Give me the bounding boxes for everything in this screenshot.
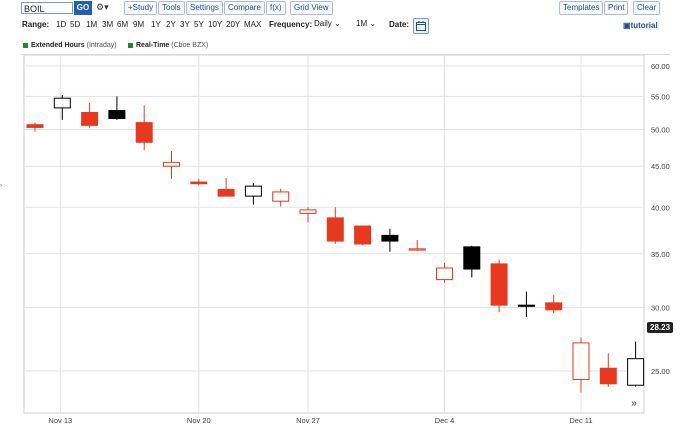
candle-body: [108, 110, 126, 120]
candle-body: [53, 97, 71, 109]
candle-body: [517, 304, 535, 307]
y-tick-label: 50.00: [651, 126, 670, 135]
expand-icon[interactable]: »: [631, 398, 637, 409]
candle-body: [599, 367, 617, 385]
clear-button[interactable]: Clear: [633, 1, 661, 15]
last-price-tag: 28.23: [647, 322, 674, 333]
candle-body: [217, 188, 235, 197]
range-9m[interactable]: 9M: [133, 20, 145, 29]
x-tick-label: Dec 4: [435, 416, 455, 425]
y-tick-label: 40.00: [651, 203, 670, 212]
y-tick-label: 30.00: [651, 303, 670, 312]
templates-button[interactable]: Templates: [559, 1, 604, 15]
candle-body: [572, 342, 590, 380]
candle-body: [135, 122, 153, 143]
interval-value: 1M: [356, 19, 368, 28]
candle-body: [436, 267, 453, 281]
print-button[interactable]: Print: [604, 1, 629, 15]
y-tick-label: 55.00: [651, 92, 670, 101]
legend-realtime-sub: (Cboe BZX): [171, 42, 209, 49]
range-6m[interactable]: 6M: [117, 20, 129, 29]
x-tick-label: Dec 11: [569, 416, 592, 425]
compare-button[interactable]: Compare: [224, 1, 265, 15]
range-10y[interactable]: 10Y: [208, 20, 223, 29]
study-button[interactable]: +Study: [124, 1, 158, 15]
tutorial-link[interactable]: ▣tutorial: [623, 21, 658, 30]
options-icon[interactable]: ⚙▾: [96, 2, 109, 12]
candle-body: [354, 225, 372, 245]
legend-swatch: [23, 42, 28, 48]
chevron-down-icon: ⌄: [369, 19, 377, 28]
candlestick-chart[interactable]: 60.00 55.00 50.00 45.00 40.00 35.00 30.00 25.00…: [0, 55, 690, 443]
candle-body: [81, 112, 99, 126]
candle-body: [244, 185, 262, 197]
date-label: Date:: [389, 20, 410, 29]
y-tick-label: 60.00: [651, 62, 670, 71]
legend-extended-hours[interactable]: Extended Hours (Intraday): [23, 42, 117, 49]
symbol-input[interactable]: BOIL: [21, 2, 73, 14]
toolbar: BOIL GO ⚙▾ +Study Tools Settings Compare…: [0, 0, 690, 16]
range-3m[interactable]: 3M: [102, 20, 114, 29]
range-3y[interactable]: 3Y: [180, 20, 190, 29]
legend-swatch: [128, 42, 133, 48]
candle-body: [463, 246, 481, 270]
x-tick-label: Nov 20: [187, 416, 211, 425]
tutorial-label: tutorial: [630, 21, 658, 30]
range-20y[interactable]: 20Y: [226, 20, 241, 29]
range-label: Range:: [22, 20, 50, 29]
interval-select[interactable]: 1M ⌄: [356, 19, 376, 28]
candle-body: [627, 358, 645, 386]
legend-extended-sub: (Intraday): [86, 42, 117, 49]
x-tick-label: Nov 27: [296, 416, 320, 425]
frequency-label: Frequency:: [269, 20, 313, 29]
x-tick-label: Nov 13: [48, 416, 72, 425]
frequency-select[interactable]: Daily ⌄: [314, 19, 341, 28]
candle-body: [272, 191, 290, 202]
range-5y[interactable]: 5Y: [194, 20, 204, 29]
candle-body: [408, 248, 426, 251]
candle-body: [299, 209, 317, 214]
range-bar: Range: 1D 5D 1M 3M 6M 9M 1Y 2Y 3Y 5Y 10Y…: [0, 17, 690, 35]
legend-realtime-label: Real-Time: [136, 42, 170, 49]
legend-extended-label: Extended Hours: [31, 42, 85, 49]
y-tick-label: 35.00: [651, 250, 670, 259]
range-max[interactable]: MAX: [244, 20, 262, 29]
range-2y[interactable]: 2Y: [166, 20, 176, 29]
frequency-value: Daily: [314, 19, 332, 28]
fx-button[interactable]: f(x): [266, 1, 286, 15]
y-tick-label: 45.00: [651, 162, 670, 171]
candle-body: [545, 302, 563, 311]
candle-body: [190, 181, 208, 185]
candle-body: [26, 124, 44, 128]
settings-button[interactable]: Settings: [186, 1, 223, 15]
candle-body: [163, 161, 180, 167]
legend-realtime[interactable]: Real-Time (Cboe BZX): [128, 42, 208, 49]
scroll-marker: ›: [0, 183, 2, 189]
candle-body: [381, 234, 399, 242]
tutorial-icon: ▣: [623, 21, 631, 30]
range-1m[interactable]: 1M: [86, 20, 98, 29]
y-tick-label: 25.00: [651, 367, 670, 376]
candle-body: [490, 263, 508, 306]
range-1d[interactable]: 1D: [56, 20, 67, 29]
chevron-down-icon: ⌄: [334, 19, 341, 28]
go-button[interactable]: GO: [74, 1, 92, 15]
grid-view-button[interactable]: Grid View: [290, 1, 333, 15]
range-1y[interactable]: 1Y: [151, 20, 161, 29]
candle-body: [326, 217, 344, 242]
range-5d[interactable]: 5D: [70, 20, 81, 29]
calendar-icon[interactable]: [413, 18, 429, 34]
tools-button[interactable]: Tools: [158, 1, 185, 15]
